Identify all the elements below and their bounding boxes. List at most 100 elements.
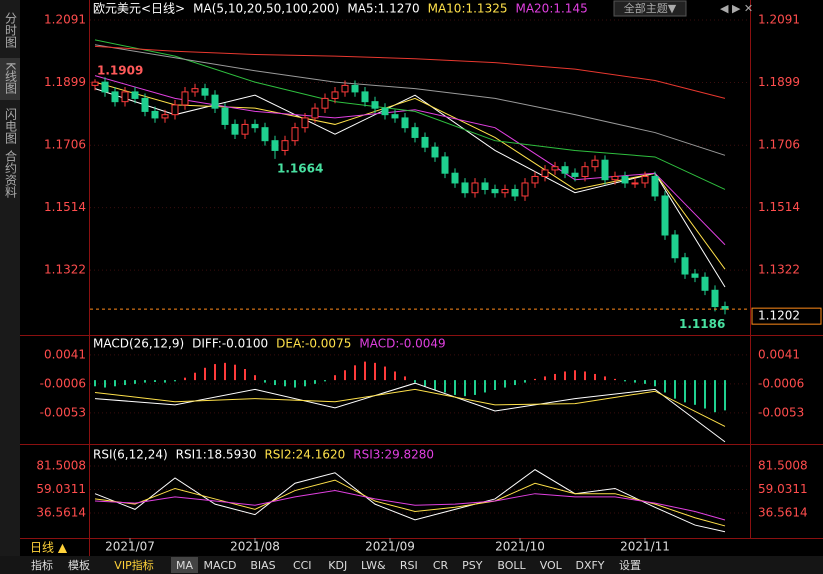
tab[interactable]: DXFY (575, 559, 604, 572)
candle-body (481, 182, 489, 190)
y-tick-label-right: -0.0006 (758, 376, 804, 390)
candle-body (591, 159, 599, 168)
y-tick-label-right: 81.5008 (758, 458, 808, 472)
tab[interactable]: RSI (400, 559, 418, 572)
candle-body (461, 182, 469, 194)
y-tick-label-right: 36.5614 (758, 505, 808, 519)
header-text: MACD:-0.0049 (359, 337, 445, 351)
candle-body (681, 257, 689, 275)
candle-body (601, 159, 609, 181)
candle-body (571, 172, 579, 177)
period-label[interactable]: 日线 ▲ (30, 541, 68, 555)
ma-line (94, 75, 726, 246)
y-tick-label: 1.1899 (44, 75, 86, 89)
candle-body (411, 127, 419, 138)
candle-body (151, 110, 159, 119)
candle-body (551, 166, 559, 171)
y-tick-label: 36.5614 (36, 505, 86, 519)
tab[interactable]: MA (176, 559, 193, 572)
last-price-box (751, 307, 822, 325)
candle-body (371, 101, 379, 109)
y-tick-label-right: 59.0311 (758, 482, 808, 496)
tab[interactable]: VIP指标 (114, 558, 153, 572)
x-tick-label: 2021/07 (105, 540, 155, 554)
sidebar (0, 0, 20, 556)
candle-body (431, 146, 439, 158)
candle-body (121, 91, 129, 103)
candle-body (321, 97, 329, 109)
candle-body (701, 276, 709, 291)
tab[interactable]: CR (433, 559, 449, 572)
x-tick-label: 2021/11 (620, 540, 670, 554)
tab[interactable]: MACD (204, 559, 237, 572)
tab[interactable]: LW& (361, 559, 386, 572)
header-text: MA10:1.1325 (428, 2, 508, 16)
tab[interactable]: KDJ (328, 559, 347, 572)
tab[interactable]: VOL (540, 559, 563, 572)
tab[interactable]: 模板 (68, 558, 90, 572)
candle-body (291, 127, 299, 142)
theme-button[interactable]: 全部主题▼ (624, 1, 677, 15)
candle-body (501, 188, 509, 194)
y-tick-label-right: -0.0053 (758, 405, 804, 419)
tab[interactable]: CCI (293, 559, 312, 572)
candle-body (721, 306, 729, 310)
candle-body (451, 172, 459, 184)
header-text: MACD(26,12,9) (93, 337, 184, 351)
candle-body (491, 188, 499, 194)
candle-body (521, 182, 529, 197)
candle-body (341, 84, 349, 93)
candle-body (131, 91, 139, 99)
sidebar-tab[interactable]: 合约资料 (4, 149, 18, 198)
y-tick-label: 81.5008 (36, 458, 86, 472)
candle-body (261, 127, 269, 142)
candle-body (611, 175, 619, 181)
theme-button-bg[interactable] (613, 0, 687, 17)
candle-body (711, 289, 719, 308)
candle-body (391, 114, 399, 119)
candle-body (581, 166, 589, 177)
candle-body (641, 175, 649, 184)
tab[interactable]: 设置 (619, 559, 641, 572)
candle-body (171, 104, 179, 116)
macd-line (94, 388, 726, 427)
candle-body (661, 195, 669, 236)
y-tick-label-right: 0.0041 (758, 347, 800, 361)
tab[interactable]: BOLL (497, 559, 526, 572)
header-text: RSI2:24.1620 (264, 448, 345, 462)
candle-body (421, 136, 429, 148)
candle-body (401, 117, 409, 129)
y-tick-label-right: 1.1514 (758, 200, 800, 214)
candle-body (161, 114, 169, 119)
candle-body (271, 140, 279, 151)
rsi-line (94, 479, 726, 527)
header-text: MA5:1.1270 (347, 2, 419, 16)
tab[interactable]: PSY (462, 559, 483, 572)
ma-line (94, 44, 726, 156)
header-text: RSI(6,12,24) (93, 448, 168, 462)
candle-body (221, 107, 229, 125)
candle-body (91, 81, 99, 86)
x-tick-label: 2021/08 (230, 540, 280, 554)
candle-body (441, 156, 449, 174)
extreme-label: 1.1909 (97, 64, 143, 78)
sidebar-tab[interactable]: 分时图 (4, 12, 18, 48)
tab[interactable]: BIAS (250, 559, 275, 572)
tab[interactable]: 指标 (31, 558, 53, 572)
extreme-label: 1.1664 (277, 161, 323, 175)
ma-line (94, 39, 726, 190)
sidebar-tab[interactable]: 闪电图 (4, 108, 18, 144)
header-text: 欧元美元<日线> (93, 2, 185, 16)
candle-body (301, 117, 309, 129)
y-tick-label: 1.1514 (44, 200, 86, 214)
y-tick-label-right: 1.1706 (758, 138, 800, 152)
nav-arrows[interactable]: ◀ ▶ ✕ (720, 2, 753, 15)
candle-body (381, 107, 389, 116)
candle-body (511, 188, 519, 197)
header-text: RSI1:18.5930 (176, 448, 257, 462)
candle-body (191, 88, 199, 93)
sidebar-tab[interactable]: K线图 (4, 62, 18, 94)
candle-body (251, 123, 259, 129)
